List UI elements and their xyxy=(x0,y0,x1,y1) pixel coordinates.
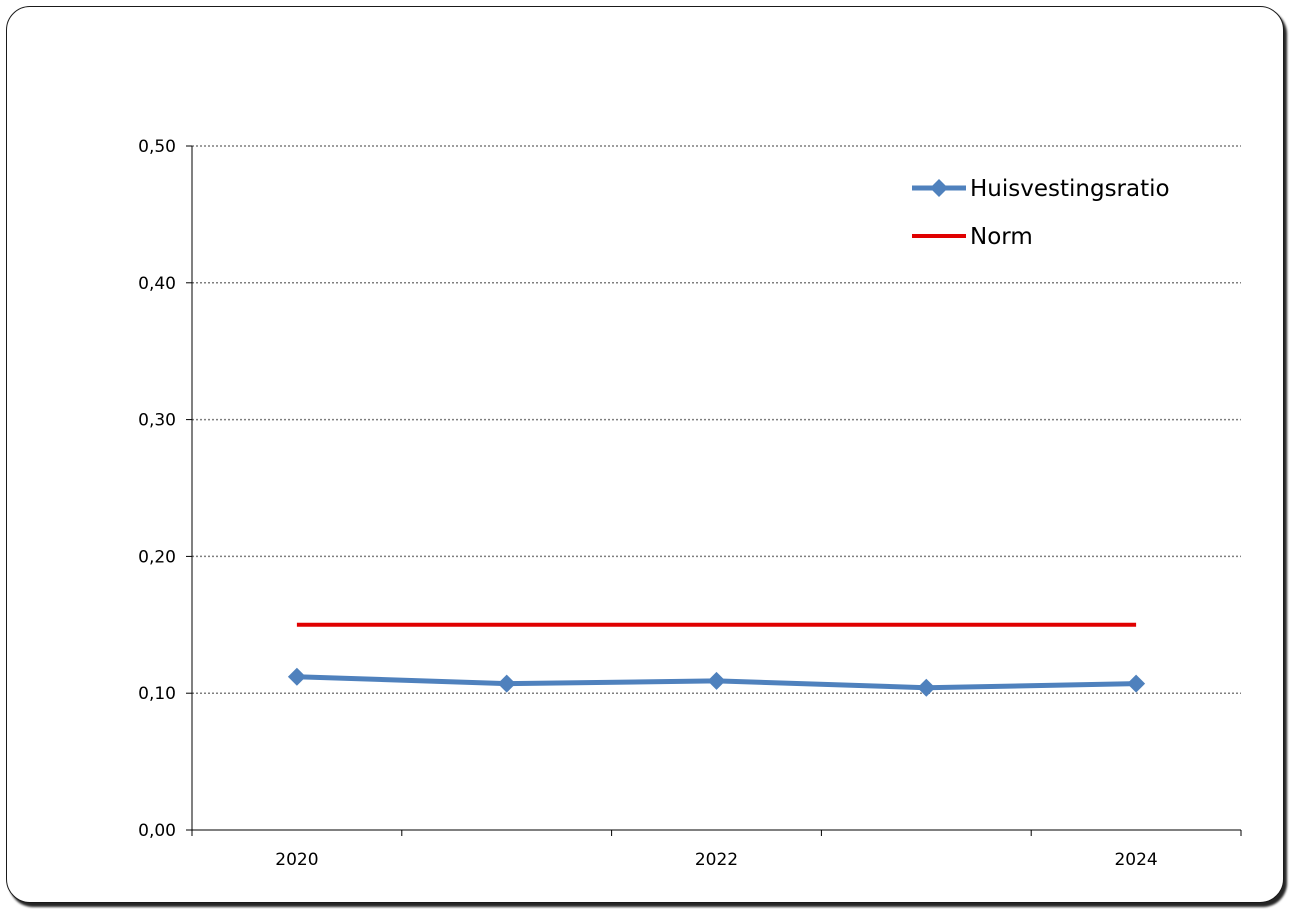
y-tick-label: 0,40 xyxy=(138,274,176,294)
y-tick-label: 0,10 xyxy=(138,684,176,704)
series xyxy=(287,622,1146,697)
series-huisvestingsratio xyxy=(287,667,1146,697)
x-tick-label: 2020 xyxy=(275,850,318,870)
legend-diamond-marker xyxy=(930,179,948,197)
y-tick-label: 0,50 xyxy=(138,137,176,157)
legend-label: Huisvestingsratio xyxy=(970,176,1170,202)
y-tick-labels: 0,00 0,10 0,20 0,30 0,40 0,50 xyxy=(138,137,192,841)
y-tick-label: 0,00 xyxy=(138,821,176,841)
y-tick-label: 0,30 xyxy=(138,411,176,431)
x-tick-label: 2024 xyxy=(1114,850,1157,870)
legend: Huisvestingsratio Norm xyxy=(912,176,1170,250)
x-tick-label: 2022 xyxy=(695,850,738,870)
x-tick-labels: 2020 2022 2024 xyxy=(191,830,1242,870)
y-tick-label: 0,20 xyxy=(138,547,176,567)
chart-frame xyxy=(6,6,1284,903)
data-point-marker xyxy=(497,674,516,693)
data-point-marker xyxy=(707,671,726,690)
data-point-marker xyxy=(287,667,306,686)
gridlines xyxy=(192,145,1241,694)
legend-label: Norm xyxy=(970,224,1033,250)
legend-item-huisvestingsratio: Huisvestingsratio xyxy=(912,176,1170,202)
axes xyxy=(191,146,1241,831)
data-point-marker xyxy=(917,678,936,697)
data-point-marker xyxy=(1127,674,1146,693)
legend-item-norm: Norm xyxy=(912,224,1033,250)
